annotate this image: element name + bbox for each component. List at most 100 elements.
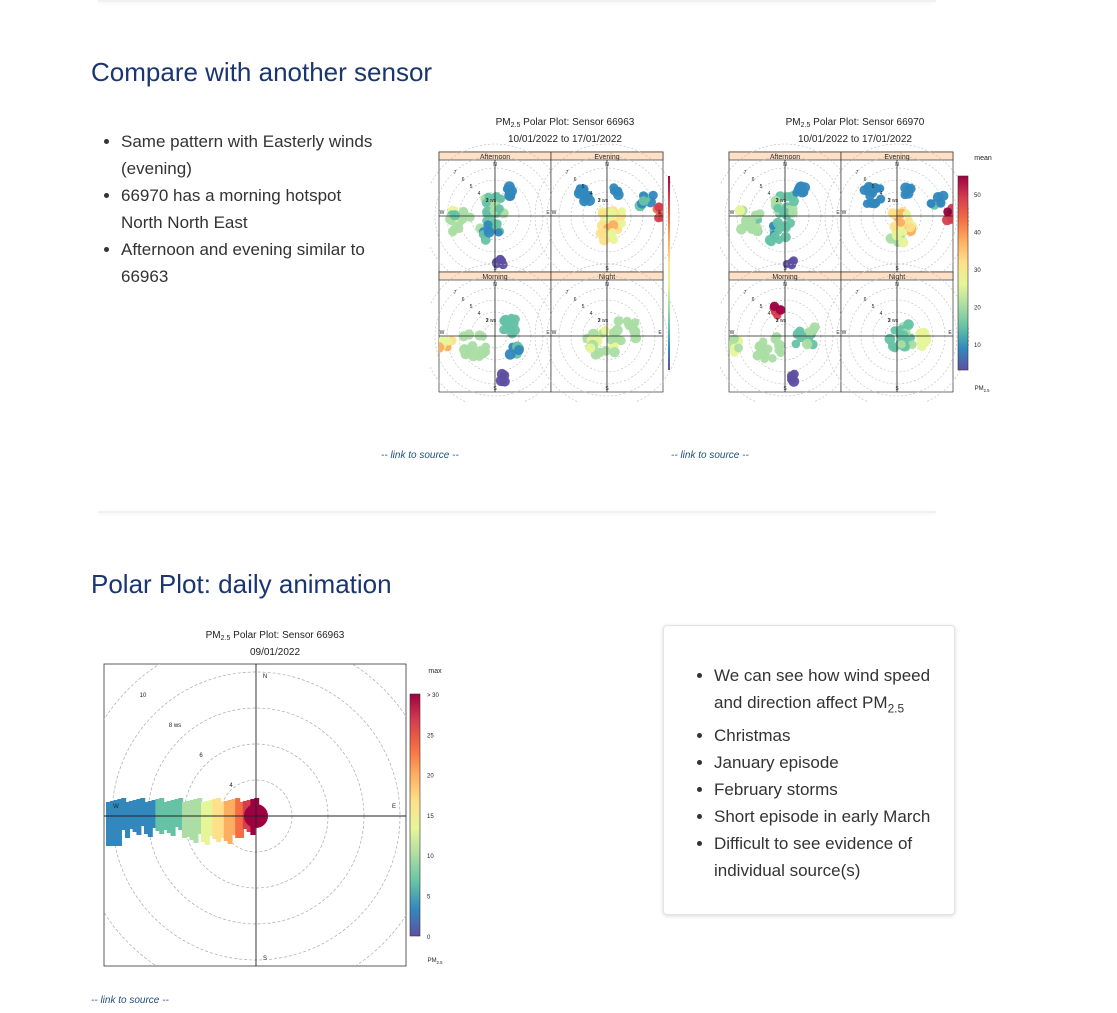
- panel-label: Afternoon: [480, 154, 510, 161]
- compass-w: W: [440, 210, 445, 216]
- data-blob: [902, 209, 911, 219]
- data-cell: [166, 801, 172, 833]
- bullet-january: January episode: [714, 749, 954, 776]
- ring-label: 3: [598, 198, 601, 204]
- compass-n: N: [493, 282, 497, 288]
- ring-label: 5: [760, 184, 763, 190]
- data-blob: [510, 314, 520, 324]
- ring-label: 7: [744, 170, 747, 176]
- ring-label: 4: [229, 783, 233, 789]
- panel-label: Afternoon: [770, 154, 800, 161]
- compass-w: W: [113, 804, 119, 810]
- compass-w: W: [730, 330, 735, 336]
- compass-s: S: [493, 266, 497, 272]
- data-cell: [117, 799, 123, 827]
- data-blob: [876, 194, 886, 204]
- plot-layer: [104, 664, 406, 966]
- compass-w: W: [552, 330, 557, 336]
- data-blob: [492, 219, 502, 229]
- ring-label: 5: [470, 184, 473, 190]
- link-to-source-2[interactable]: -- link to source --: [671, 450, 749, 461]
- colorbar: [957, 175, 969, 371]
- compass-e: E: [658, 330, 662, 336]
- data-cell: [182, 802, 187, 838]
- data-blob: [439, 342, 445, 353]
- colorbar-sliver: [668, 176, 670, 370]
- data-blob: [611, 324, 623, 336]
- data-blob: [750, 210, 760, 219]
- data-blob: [903, 319, 914, 330]
- data-cell: [189, 800, 195, 840]
- panel-label: Morning: [482, 274, 507, 281]
- colorbar-unit: PM2.5: [975, 386, 990, 393]
- data-blob: [463, 344, 472, 354]
- ring-label: 4: [590, 311, 593, 317]
- ring-label: 7: [454, 290, 457, 296]
- compass-s: S: [605, 266, 609, 272]
- bullet-easterly: Same pattern with Easterly winds (evenin…: [121, 128, 381, 182]
- range-ring: [836, 155, 958, 277]
- panel-label: Night: [599, 274, 615, 281]
- ws-label: 2 ws: [776, 198, 787, 204]
- data-blob: [613, 316, 624, 326]
- data-cell: [220, 802, 225, 838]
- bullet-february: February storms: [714, 776, 954, 803]
- ring-label: 6: [574, 177, 577, 183]
- data-blob: [734, 205, 746, 216]
- compass-w: W: [552, 210, 557, 216]
- compass-n: N: [783, 282, 787, 288]
- data-blob: [513, 345, 524, 355]
- data-blob: [789, 256, 799, 266]
- colorbar-title: max: [428, 668, 442, 675]
- compass-w: W: [842, 330, 847, 336]
- data-blob: [494, 204, 504, 214]
- data-blob: [483, 220, 493, 230]
- data-blob: [499, 316, 510, 326]
- ring-label: 6: [752, 177, 755, 183]
- data-blob: [951, 211, 953, 219]
- plot-title: PM2.5 Polar Plot: Sensor 66963: [496, 117, 635, 129]
- compass-n: N: [493, 162, 497, 168]
- ring-label: 6: [864, 297, 867, 303]
- data-blob: [887, 208, 897, 218]
- data-cell: [155, 799, 161, 831]
- data-cell: [223, 801, 229, 841]
- data-blob: [465, 212, 475, 222]
- data-blob: [503, 181, 515, 193]
- data-blob: [616, 336, 626, 346]
- bullet-morning-hotspot: 66970 has a morning hotspot North North …: [121, 182, 381, 236]
- data-cell: [106, 826, 122, 846]
- data-cell: [121, 798, 127, 830]
- colorbar-tick-label: 10: [974, 343, 981, 349]
- data-blob: [657, 213, 663, 222]
- data-blob: [770, 333, 781, 344]
- data-blob: [600, 325, 610, 335]
- data-blob: [775, 305, 786, 315]
- section-divider-middle: [98, 511, 936, 513]
- bullet-sources: Difficult to see evidence of individual …: [714, 830, 954, 884]
- data-blob: [870, 199, 879, 209]
- plot-date-range: 10/01/2022 to 17/01/2022: [798, 134, 912, 145]
- daily-polar-plot-figure: PM2.5 Polar Plot: Sensor 66963 09/01/2022…: [103, 630, 443, 967]
- data-blob: [795, 326, 805, 336]
- data-blob: [613, 189, 624, 200]
- compass-e: E: [658, 210, 662, 216]
- data-blob: [500, 326, 509, 335]
- ring-label: 4: [590, 191, 593, 197]
- plot-title: PM2.5 Polar Plot: Sensor 66963: [206, 630, 345, 642]
- ws-label: 2 ws: [486, 318, 497, 324]
- data-blob: [482, 209, 491, 218]
- section-title-animation: Polar Plot: daily animation: [91, 569, 392, 599]
- ring-label: 6: [199, 753, 203, 759]
- data-blob: [606, 335, 615, 345]
- data-cell: [128, 801, 134, 829]
- ring-label: 7: [566, 170, 569, 176]
- ring-label: 6: [462, 177, 465, 183]
- range-ring: [836, 275, 958, 397]
- link-to-source-1[interactable]: -- link to source --: [381, 450, 459, 461]
- ring-label: 4: [478, 311, 481, 317]
- compass-s: S: [783, 386, 787, 392]
- data-cell: [235, 798, 241, 838]
- link-to-source-3[interactable]: -- link to source --: [91, 995, 169, 1006]
- data-blob: [884, 333, 896, 345]
